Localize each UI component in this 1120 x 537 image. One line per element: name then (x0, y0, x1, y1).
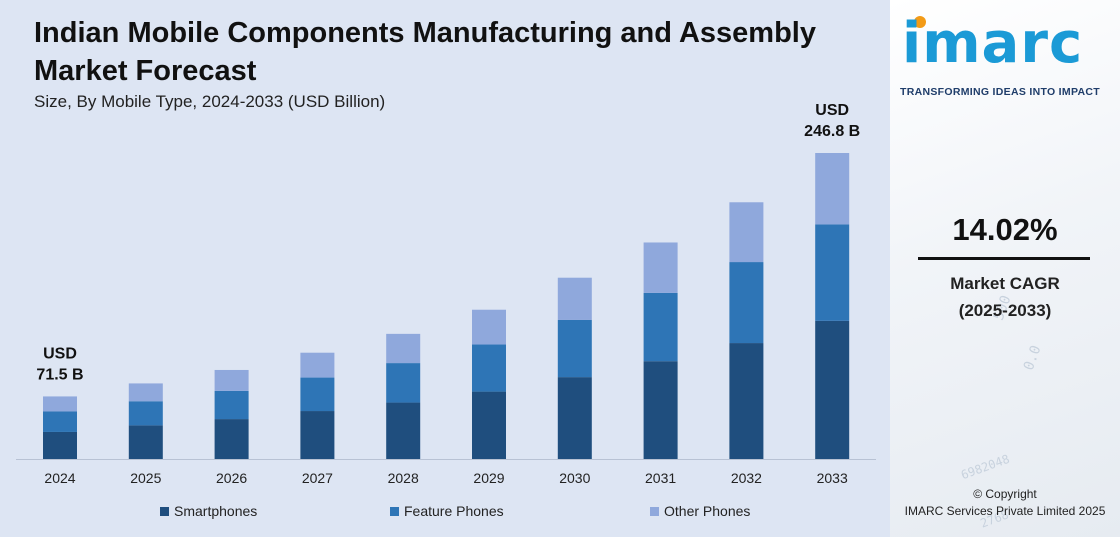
bar-segment-other-phones-2029 (472, 309, 506, 345)
bar-segment-smartphones-2030 (557, 377, 592, 459)
legend-label: Smartphones (174, 503, 258, 519)
chart-panel: Indian Mobile Components Manufacturing a… (0, 0, 890, 537)
bar-segment-feature-phones-2033 (815, 224, 850, 321)
data-label-2033-line-1: USD (815, 102, 849, 119)
bar-segment-other-phones-2028 (386, 333, 421, 364)
bar-segment-other-phones-2024 (43, 396, 77, 412)
background-decoration: 0.0 (1020, 343, 1045, 373)
bar-segment-feature-phones-2025 (128, 401, 163, 426)
x-tick-label-2033: 2033 (817, 470, 848, 486)
cagr-label-text: Market CAGR (950, 274, 1060, 293)
x-tick-label-2032: 2032 (731, 470, 762, 486)
bar-segment-other-phones-2026 (214, 369, 249, 391)
bar-segment-feature-phones-2032 (729, 262, 764, 344)
x-tick-label-2028: 2028 (388, 470, 419, 486)
legend-swatch (160, 506, 169, 516)
chart-legend: Smartphones Feature Phones Other Phones (0, 503, 890, 521)
cagr-period: (2025-2033) (958, 301, 1052, 320)
cagr-label: Market CAGR (2025-2033) (890, 270, 1120, 324)
copyright: © Copyright IMARC Services Private Limit… (890, 486, 1120, 520)
bar-segment-other-phones-2032 (729, 202, 764, 263)
legend-swatch (390, 506, 399, 516)
x-tick-label-2025: 2025 (130, 470, 161, 486)
cagr-divider (918, 257, 1090, 260)
bar-segment-smartphones-2024 (43, 431, 77, 459)
imarc-logo: imarc TRANSFORMING IDEAS INTO IMPACT (900, 11, 1110, 99)
data-label-2024-line-1: USD (43, 345, 77, 362)
bar-segment-other-phones-2031 (643, 242, 678, 293)
bar-segment-smartphones-2027 (300, 411, 335, 459)
x-tick-label-2027: 2027 (302, 470, 333, 486)
bar-segment-feature-phones-2028 (386, 363, 421, 403)
bar-segment-feature-phones-2030 (557, 319, 592, 378)
bar-segment-feature-phones-2031 (643, 292, 678, 362)
bar-segment-feature-phones-2029 (472, 344, 506, 392)
cagr-value: 14.02% (952, 212, 1058, 247)
x-tick-label-2029: 2029 (473, 470, 504, 486)
bar-segment-feature-phones-2024 (43, 411, 77, 432)
bar-segment-smartphones-2031 (643, 361, 678, 459)
chart-subtitle: Size, By Mobile Type, 2024-2033 (USD Bil… (34, 92, 386, 111)
x-tick-label-2026: 2026 (216, 470, 247, 486)
bar-segment-feature-phones-2026 (214, 390, 249, 420)
bar-segment-other-phones-2030 (557, 277, 592, 320)
bar-segment-feature-phones-2027 (300, 377, 335, 412)
x-tick-label-2031: 2031 (645, 470, 676, 486)
x-tick-label-2030: 2030 (559, 470, 590, 486)
side-panel: 500 0.0 6982048 2768 imarc TRANSFORMING … (890, 0, 1120, 537)
copyright-line-2: IMARC Services Private Limited 2025 (904, 504, 1106, 518)
chart-title: Indian Mobile Components Manufacturing a… (34, 17, 816, 87)
bar-segment-smartphones-2026 (214, 419, 249, 459)
logo-dot (914, 16, 926, 28)
bar-segment-other-phones-2025 (128, 383, 163, 402)
bar-segment-smartphones-2032 (729, 343, 764, 459)
legend-item-other-phones: Other Phones (650, 503, 750, 519)
logo-wordmark: imarc (902, 11, 1084, 76)
copyright-line-1: © Copyright (973, 487, 1037, 501)
legend-swatch (650, 506, 659, 516)
logo-tagline: TRANSFORMING IDEAS INTO IMPACT (900, 86, 1100, 98)
legend-label: Other Phones (664, 503, 751, 519)
bar-segment-smartphones-2029 (472, 391, 506, 459)
legend-item-smartphones: Smartphones (160, 503, 257, 519)
bar-segment-other-phones-2027 (300, 352, 335, 378)
legend-item-feature-phones: Feature Phones (390, 503, 504, 519)
bar-segment-smartphones-2033 (815, 320, 850, 459)
legend-label: Feature Phones (404, 503, 504, 519)
data-label-2024-line-2: 71.5 B (36, 366, 83, 383)
bar-segment-smartphones-2025 (128, 425, 163, 459)
data-label-2033-line-2: 246.8 B (804, 123, 860, 140)
bar-segment-other-phones-2033 (815, 153, 850, 225)
stacked-bar-chart: 2024 2025 2026 2027 2028 2029 2030 2031 2032 2033… (16, 102, 876, 486)
bar-segment-smartphones-2028 (386, 402, 421, 459)
x-tick-label-2024: 2024 (44, 470, 75, 486)
background-decoration: 6982048 (959, 451, 1012, 483)
